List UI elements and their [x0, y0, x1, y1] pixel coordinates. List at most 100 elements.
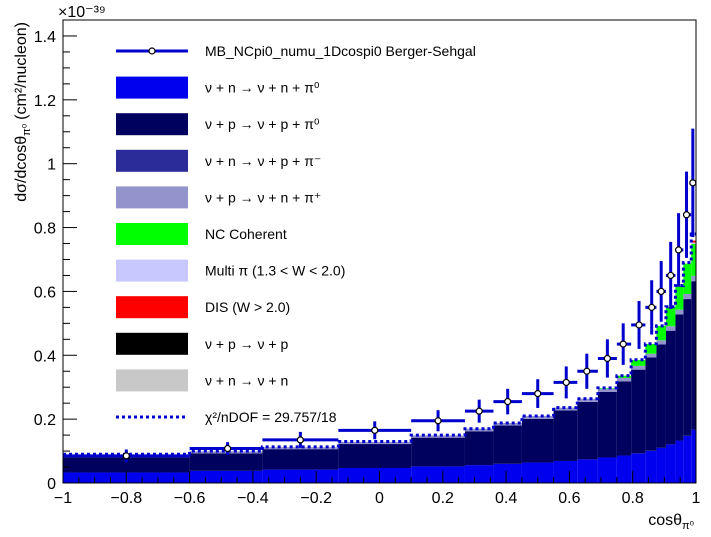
data-point-17: [682, 211, 691, 219]
bar-n-n-9: [577, 459, 598, 483]
legend: MB_NCpi0_numu_1Dcospi0 Berger-Sehgal ν + …: [116, 43, 476, 425]
bar-n-n-5: [464, 465, 494, 483]
data-point-2: [296, 436, 304, 444]
bar-n-n-7: [521, 462, 554, 483]
bar-p-p-5: [464, 431, 494, 466]
x-tick-label: −0.4: [237, 490, 269, 507]
bar-p-p-1: [189, 453, 263, 471]
data-point-16: [674, 246, 683, 254]
bar-p-n-9: [577, 398, 598, 402]
bar-p-p-13: [645, 357, 657, 451]
bar-p-p-15: [665, 330, 676, 445]
bar-nc-coherent-16: [675, 285, 684, 310]
legend-label: ν + p → ν + p + π⁰: [205, 116, 320, 132]
bar-p-n-4: [411, 435, 465, 438]
bar-p-n-5: [464, 428, 494, 432]
bar-p-p-14: [656, 344, 666, 448]
data-point-13: [648, 303, 656, 311]
mc-total-step-line: [63, 232, 696, 456]
data-point-11: [619, 340, 627, 348]
bar-p-p-12: [631, 369, 646, 454]
legend-label: Multi π (1.3 < W < 2.0): [205, 263, 345, 279]
y-tick-label: 0.4: [34, 348, 56, 365]
bar-p-p-10: [597, 391, 617, 458]
bar-p-p-17: [683, 299, 692, 436]
bar-p-n-1: [189, 451, 263, 454]
data-point-7: [534, 389, 542, 398]
legend-swatch-nc-coherent: [116, 223, 188, 245]
data-point-8: [562, 378, 570, 387]
legend-label: NC Coherent: [205, 226, 287, 242]
legend-swatch-p-p: [116, 113, 188, 136]
y-tick-label: 0.2: [34, 412, 56, 429]
bar-p-p-16: [675, 314, 684, 441]
mc-total-line: [63, 232, 696, 456]
legend-label: ν + p → ν + n + π⁺: [205, 189, 321, 205]
x-tick-label: −0.8: [111, 490, 143, 507]
x-tick-label: 0.8: [622, 490, 644, 507]
bar-nc-coherent-10: [597, 388, 617, 389]
bar-p-n-11: [616, 377, 632, 382]
bar-dis-w-2-0-18: [691, 240, 696, 243]
data-point-5: [475, 407, 483, 415]
bar-nc-coherent-12: [631, 360, 646, 366]
legend-label: DIS (W > 2.0): [205, 299, 290, 315]
x-tick-label: −0.2: [300, 490, 332, 507]
data-point-3: [371, 426, 379, 434]
bar-p-n-16: [675, 309, 684, 315]
bar-n-n-8: [553, 460, 578, 483]
bar-n-n-2: [262, 469, 339, 483]
bar-nc-coherent-13: [645, 344, 657, 354]
data-point-18: [689, 179, 697, 187]
legend-swatch-n-n: [116, 369, 188, 392]
bar-n-n-11: [616, 455, 632, 483]
bar-p-n-10: [597, 388, 617, 392]
bar-nc-coherent-15: [665, 307, 676, 327]
bar-n-n-4: [411, 466, 465, 483]
legend-marker-data-point: [148, 47, 156, 55]
legend-label: MB_NCpi0_numu_1Dcospi0 Berger-Sehgal: [205, 43, 476, 59]
y-tick-label: 1: [47, 157, 56, 174]
y-axis-title-main: dσ/dcosθ: [13, 136, 30, 202]
bar-nc-coherent-11: [616, 375, 632, 378]
bar-p-p-4: [411, 437, 465, 467]
bar-n-n-1: [189, 470, 263, 483]
bar-n-n-6: [493, 463, 522, 483]
legend-label: ν + n → ν + p + π⁻: [205, 153, 321, 169]
x-tick-label: 0.2: [432, 490, 454, 507]
bar-nc-coherent-14: [656, 325, 666, 341]
x-tick-label: −1: [54, 490, 72, 507]
y-tick-label: 1.2: [34, 93, 56, 110]
legend-swatch-n-n: [116, 76, 188, 99]
legend-swatch-n-p: [116, 149, 188, 172]
bar-p-n-12: [631, 365, 646, 370]
data-point-14: [657, 287, 665, 296]
x-tick-label: 0.6: [558, 490, 580, 507]
x-tick-label: −0.6: [174, 490, 206, 507]
bar-p-p-8: [553, 410, 578, 461]
x-tick-label: 0: [375, 490, 384, 507]
bar-p-p-11: [616, 381, 632, 456]
y-axis-exponent: ×10⁻³⁹: [58, 4, 106, 21]
x-axis: −1 −0.8 −0.6 −0.4 −0.2 0 0.2 0.4 0.6 0.8 1: [54, 471, 701, 507]
legend-swatch-dis-w-2-0: [116, 296, 188, 319]
bar-p-p-7: [521, 418, 554, 463]
x-axis-title-sub: π⁰: [682, 520, 695, 532]
bar-n-n-10: [597, 457, 617, 483]
data-point-4: [434, 417, 442, 425]
legend-swatch-p-n: [116, 186, 188, 209]
bar-n-n-17: [683, 435, 692, 483]
x-tick-label: 1: [692, 490, 701, 507]
y-axis-title-units: (cm²/nucleon): [13, 22, 30, 120]
bar-p-p-18: [691, 281, 696, 430]
y-tick-label: 0: [47, 476, 56, 493]
y-tick-label: 1.4: [34, 29, 56, 46]
bar-p-n-18: [691, 275, 696, 282]
legend-label: χ²/nDOF = 29.757/18: [205, 409, 337, 425]
data-point-0: [122, 452, 130, 460]
data-point-15: [667, 271, 675, 280]
bar-n-n-15: [665, 444, 676, 483]
legend-label: ν + n → ν + n: [205, 372, 288, 388]
bar-p-n-7: [521, 415, 554, 419]
bar-n-n-16: [675, 440, 684, 483]
